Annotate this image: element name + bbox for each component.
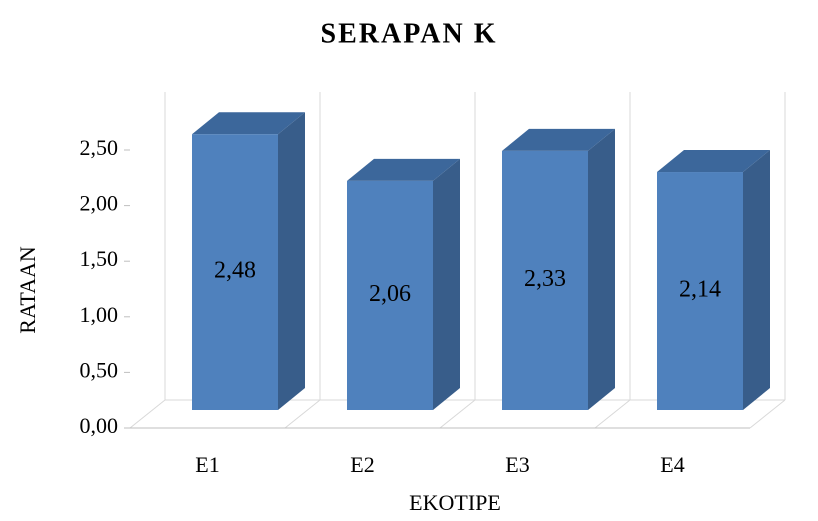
y-tick-label: 0,00 [80,413,119,438]
data-label: 2,14 [679,277,721,303]
bar [657,172,743,410]
floor-line [129,399,166,429]
bar-top [347,158,460,181]
x-axis-label: EKOTIPE [409,490,501,515]
chart-title: SERAPAN K [321,18,498,49]
bar [192,134,278,410]
x-tick-label: E3 [505,452,529,477]
floor-line [749,399,786,429]
y-axis-label: RATAAN [15,246,40,334]
x-tick-label: E1 [195,452,219,477]
y-tick-label: 1,00 [80,302,119,327]
data-label: 2,48 [214,258,256,284]
y-tick-label: 2,00 [80,191,119,216]
x-tick-label: E2 [350,452,374,477]
bar-side [588,128,615,411]
y-tick-label: 0,50 [80,357,119,382]
floor-line [594,399,631,429]
data-label: 2,06 [369,281,411,307]
y-tick-label: 1,50 [80,246,119,271]
bar [502,150,588,411]
bar-top [192,112,305,135]
y-tick-label: 2,50 [80,135,119,160]
bar-side [433,158,460,410]
bar-side [743,150,770,411]
bar [347,180,433,410]
x-tick-label: E4 [660,452,684,477]
bar-top [502,128,615,151]
bar-side [278,112,305,410]
data-label: 2,33 [524,266,566,292]
bar-top [657,150,770,173]
floor-line [439,399,476,429]
floor-line [284,399,321,429]
